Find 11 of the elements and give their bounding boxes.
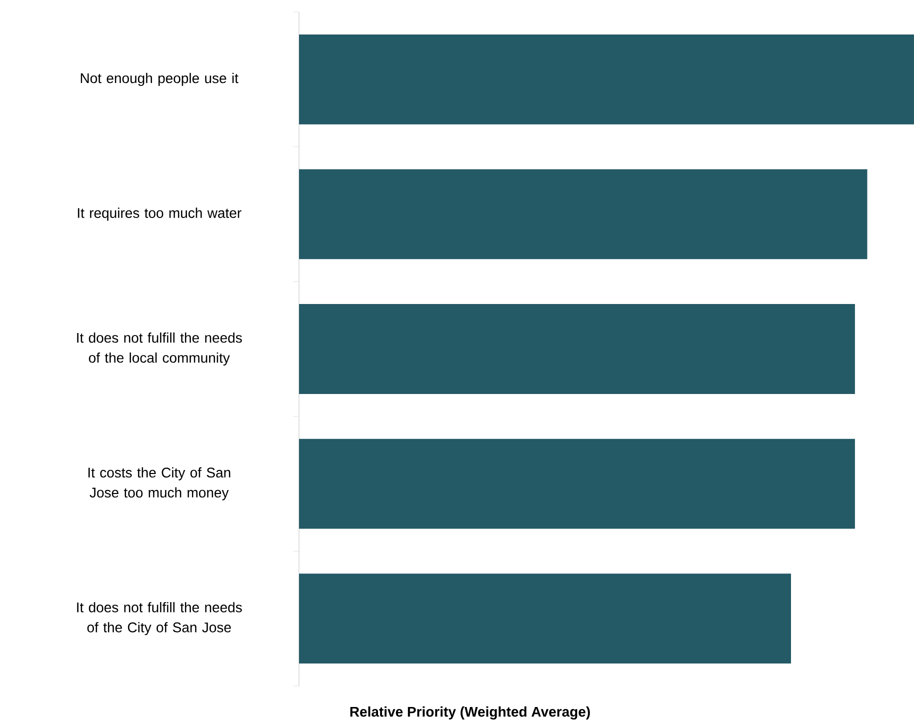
x-axis-title: Relative Priority (Weighted Average) bbox=[350, 706, 590, 720]
y-tick-label: Not enough people use it bbox=[80, 72, 238, 86]
y-tick-label: It costs the City of San Jose too much money bbox=[88, 467, 230, 500]
bar bbox=[299, 304, 855, 394]
bar bbox=[299, 34, 914, 124]
bar bbox=[299, 169, 868, 260]
bar bbox=[299, 574, 791, 664]
y-tick-label: It requires too much water bbox=[78, 208, 242, 221]
bar bbox=[299, 438, 855, 529]
y-tick-label: It does not fulfill the needs of the City of San Jose bbox=[77, 602, 242, 636]
y-tick-label: It does not fulfill the needs of the local community bbox=[77, 332, 242, 366]
